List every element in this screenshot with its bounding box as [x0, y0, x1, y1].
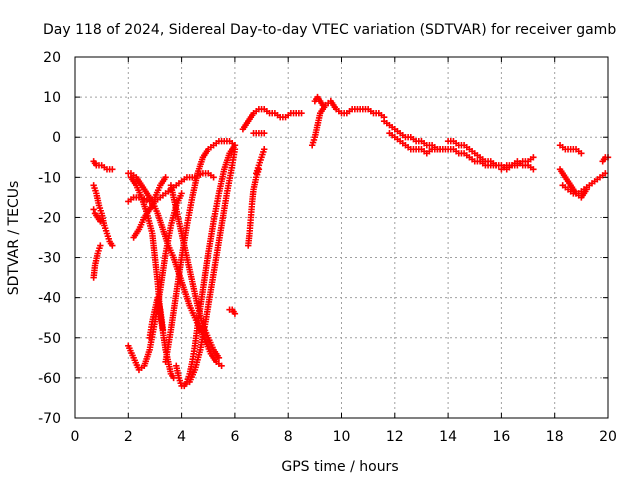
series-arc-4: [90, 158, 116, 173]
data-point: [210, 174, 217, 181]
series-arc-3: [90, 206, 104, 225]
data-point: [231, 310, 239, 317]
data-point: [178, 190, 185, 197]
data-point: [261, 130, 268, 137]
series-arc-21: [311, 93, 327, 109]
grid-lines: [75, 57, 608, 418]
series-arc-28: [556, 142, 585, 157]
data-point: [97, 242, 104, 249]
series-arc-19: [250, 130, 268, 137]
y-axis-label: SDTVAR / TECUs: [6, 181, 22, 296]
series-arc-14: [186, 146, 239, 386]
y-tick-label: -60: [38, 371, 61, 387]
axes: 0 2 4 6 8 10 12 14 16 18 20 -70 -60 -50 -40 -30 -20 -10 0 1…: [38, 50, 617, 445]
series-arc-27: [559, 170, 609, 197]
data-point: [215, 354, 223, 362]
y-tick-label: -50: [38, 331, 61, 347]
series-arc-1: [90, 242, 104, 281]
series-arc-2: [90, 182, 116, 249]
y-tick-label: -20: [38, 210, 61, 226]
series-arc-16: [245, 166, 263, 249]
data-point: [90, 206, 97, 213]
data-point: [159, 326, 167, 333]
data-points: [90, 93, 612, 390]
series-arc-17: [253, 146, 268, 177]
x-tick-label: 16: [492, 429, 510, 445]
series-arc-15: [226, 306, 239, 317]
x-tick-label: 20: [599, 429, 617, 445]
y-tick-label: -30: [38, 251, 61, 267]
data-point: [319, 101, 327, 109]
x-tick-label: 12: [386, 429, 404, 445]
data-point: [109, 166, 116, 173]
series-arc-22: [380, 117, 500, 169]
data-point: [602, 170, 609, 177]
y-tick-label: -10: [38, 170, 61, 186]
data-point: [439, 146, 446, 153]
x-tick-label: 2: [124, 429, 133, 445]
y-tick-label: 20: [43, 50, 61, 66]
chart-title: Day 118 of 2024, Sidereal Day-to-day VTE…: [43, 22, 616, 38]
series-arc-23: [386, 130, 446, 157]
series-arc-18: [239, 105, 305, 133]
series-arc-20: [308, 97, 388, 149]
data-point: [530, 166, 537, 173]
data-point: [97, 218, 104, 225]
y-tick-label: 0: [52, 130, 61, 146]
series-arc-25: [498, 158, 537, 173]
data-point: [578, 150, 585, 157]
series-arc-10: [146, 294, 167, 341]
x-tick-label: 14: [439, 429, 457, 445]
x-tick-label: 6: [230, 429, 239, 445]
x-tick-label: 8: [284, 429, 293, 445]
data-point: [162, 174, 169, 181]
x-tick-label: 10: [333, 429, 351, 445]
series-arc-13: [173, 142, 239, 390]
x-tick-label: 0: [71, 429, 80, 445]
data-point: [261, 146, 268, 153]
data-point: [231, 146, 239, 153]
data-point: [218, 362, 225, 370]
data-point: [298, 109, 305, 117]
y-tick-label: -40: [38, 291, 61, 307]
series-arc-29: [599, 154, 612, 165]
y-tick-label: 10: [43, 90, 61, 106]
data-point: [530, 154, 537, 161]
x-axis-label: GPS time / hours: [281, 459, 398, 475]
data-point: [109, 242, 116, 249]
x-tick-label: 4: [177, 429, 186, 445]
y-tick-label: -70: [38, 411, 61, 427]
x-tick-label: 18: [546, 429, 564, 445]
